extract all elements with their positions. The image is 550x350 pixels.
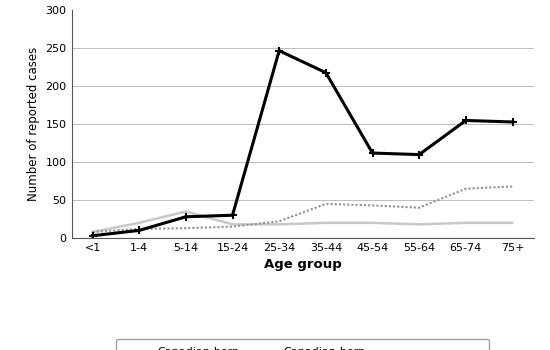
Canadian-born
Aboriginal: [369, 221, 376, 225]
Canadian-born
non-Aboriginal: [416, 205, 422, 210]
Foreign-born: [229, 213, 236, 217]
Canadian-born
Aboriginal: [416, 222, 422, 226]
Foreign-born: [322, 71, 329, 75]
Canadian-born
non-Aboriginal: [229, 225, 236, 229]
Y-axis label: Number of reported cases: Number of reported cases: [27, 47, 40, 201]
Canadian-born
Aboriginal: [463, 221, 469, 225]
Foreign-born: [416, 153, 422, 157]
Canadian-born
non-Aboriginal: [136, 227, 142, 231]
Foreign-born: [183, 215, 189, 219]
Line: Foreign-born: Foreign-born: [89, 47, 516, 240]
Canadian-born
non-Aboriginal: [369, 203, 376, 208]
Foreign-born: [276, 49, 283, 53]
Canadian-born
non-Aboriginal: [276, 219, 283, 223]
Line: Canadian-born
Aboriginal: Canadian-born Aboriginal: [92, 211, 513, 232]
Canadian-born
non-Aboriginal: [89, 230, 96, 234]
Canadian-born
Aboriginal: [509, 221, 516, 225]
Canadian-born
Aboriginal: [322, 221, 329, 225]
Foreign-born: [136, 228, 142, 232]
Canadian-born
non-Aboriginal: [509, 184, 516, 189]
Foreign-born: [89, 233, 96, 238]
Canadian-born
non-Aboriginal: [183, 226, 189, 230]
Canadian-born
Aboriginal: [229, 222, 236, 226]
Foreign-born: [463, 118, 469, 122]
Canadian-born
non-Aboriginal: [463, 187, 469, 191]
Canadian-born
non-Aboriginal: [322, 202, 329, 206]
Foreign-born: [369, 151, 376, 155]
Foreign-born: [509, 120, 516, 124]
Canadian-born
Aboriginal: [183, 209, 189, 214]
Canadian-born
Aboriginal: [136, 221, 142, 225]
Canadian-born
Aboriginal: [276, 222, 283, 226]
Line: Canadian-born
non-Aboriginal: Canadian-born non-Aboriginal: [92, 187, 513, 232]
Legend: Canadian-born
Aboriginal, Canadian-born
non-Aboriginal, Foreign-born: Canadian-born Aboriginal, Canadian-born …: [116, 339, 489, 350]
Canadian-born
Aboriginal: [89, 230, 96, 234]
X-axis label: Age group: Age group: [263, 258, 342, 271]
